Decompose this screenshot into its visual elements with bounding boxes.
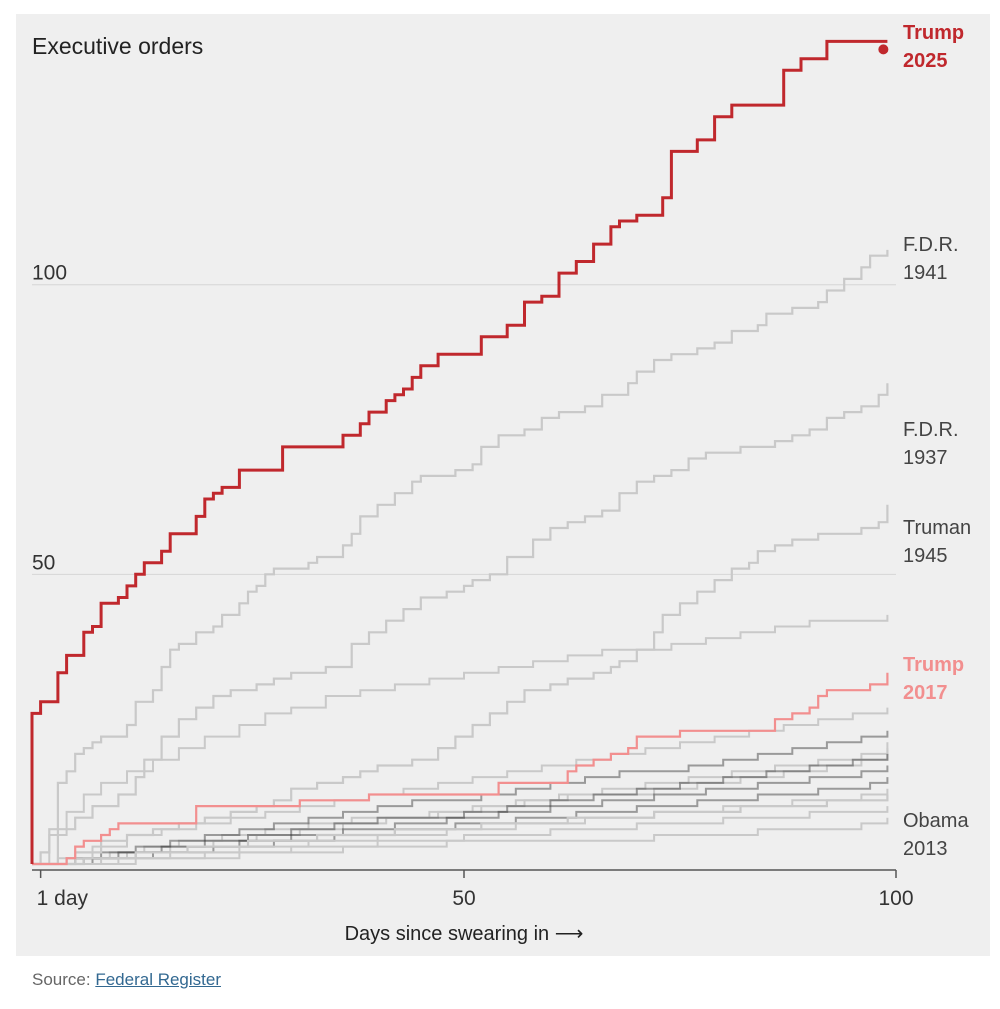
background-series-layer <box>32 249 889 866</box>
x-axis-label: Days since swearing in ⟶ <box>345 923 584 945</box>
other-series-line <box>32 806 889 865</box>
chart-title: Executive orders <box>32 33 203 59</box>
other-series-line <box>32 753 889 865</box>
other-series-line <box>32 614 889 865</box>
label-trump-2025: Trump 2025 <box>903 22 964 72</box>
other-series-line <box>32 730 889 865</box>
other-series-line <box>32 777 889 865</box>
other-series-line <box>32 817 889 865</box>
label-truman-1945: Truman 1945 <box>903 517 971 567</box>
other-series-line <box>32 748 889 865</box>
grid-layer: 50 100 <box>32 262 896 575</box>
chart-panel: Executive orders 50 100 1 day 50 100 Trump 2… <box>16 14 990 956</box>
label-trump-2017-line2: 2017 <box>903 682 948 704</box>
label-f-d-r-1937: F.D.R. 1937 <box>903 419 959 469</box>
y-tick-label-100: 100 <box>32 262 67 285</box>
label-obama-2013: Obama 2013 <box>903 810 969 860</box>
highlighted-series-layer <box>30 39 889 866</box>
label-trump-2025-line2: 2025 <box>903 50 948 72</box>
label-obama-2013-line1: Obama <box>903 810 969 832</box>
series-line-f-d-r-1937 <box>32 383 889 866</box>
series-line-trump-2017 <box>32 672 889 866</box>
label-trump-2025-line1: Trump <box>903 22 964 44</box>
x-tick-label-1: 1 day <box>37 887 89 910</box>
label-truman-1945-line1: Truman <box>903 517 971 539</box>
label-f-d-r-1941: F.D.R. 1941 <box>903 234 959 284</box>
label-truman-1945-line2: 1945 <box>903 545 948 567</box>
chart-svg: Executive orders 50 100 1 day 50 100 Trump 2… <box>30 22 971 945</box>
trump-2025-end-dot <box>878 44 889 55</box>
x-axis: 1 day 50 100 <box>32 869 914 910</box>
label-f-d-r-1941-line2: 1941 <box>903 262 948 284</box>
source-prefix: Source: <box>32 970 91 989</box>
label-f-d-r-1941-line1: F.D.R. <box>903 234 959 256</box>
series-line-f-d-r-1941 <box>32 249 889 866</box>
source-link[interactable]: Federal Register <box>95 970 221 989</box>
x-tick-label-100: 100 <box>878 887 913 910</box>
source-line: Source: Federal Register <box>32 970 221 990</box>
label-trump-2017: Trump 2017 <box>903 654 964 704</box>
series-labels: Trump 2025 Trump 2017 F.D.R. 1941 F.D.R. 1937 Tr… <box>903 22 971 860</box>
series-line-trump-2025 <box>30 39 888 864</box>
series-line-obama-2013 <box>32 794 889 866</box>
x-tick-label-50: 50 <box>452 887 475 910</box>
y-tick-label-50: 50 <box>32 551 55 574</box>
other-series-line <box>32 788 889 865</box>
label-f-d-r-1937-line2: 1937 <box>903 447 948 469</box>
label-obama-2013-line2: 2013 <box>903 838 948 860</box>
series-line-truman-1945 <box>32 504 889 866</box>
label-f-d-r-1937-line1: F.D.R. <box>903 419 959 441</box>
label-trump-2017-line1: Trump <box>903 654 964 676</box>
other-series-line <box>32 765 889 865</box>
